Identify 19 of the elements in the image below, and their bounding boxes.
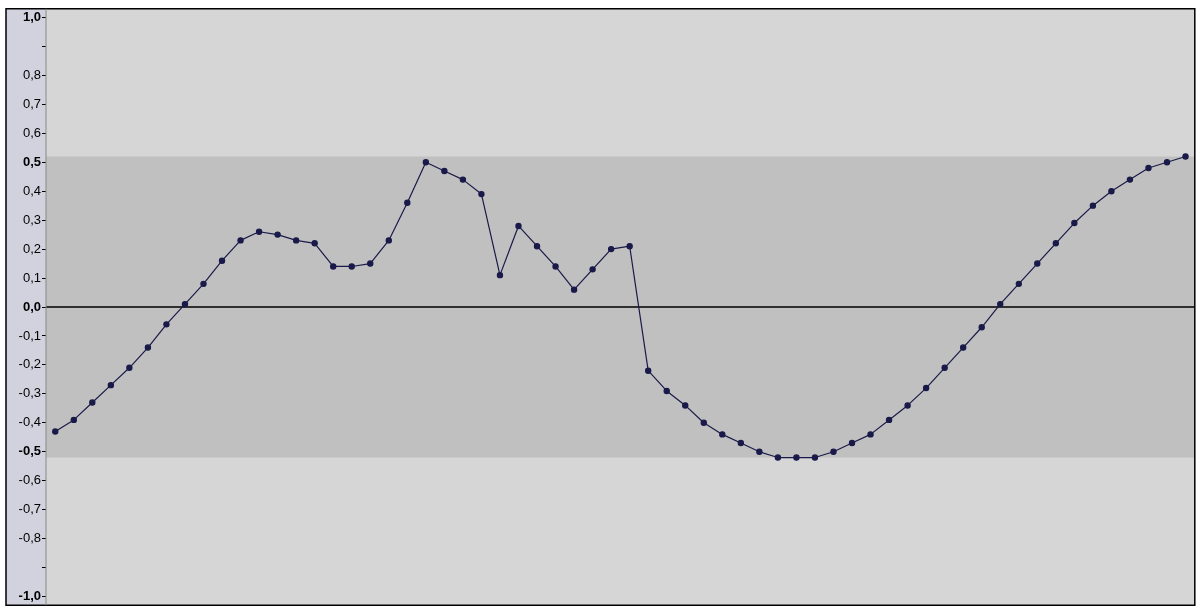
y-tick-label: -0,8: [18, 530, 41, 546]
y-tick-label: 0,3: [22, 211, 41, 227]
y-tick-label: 1,0: [22, 9, 41, 25]
y-tick-label: -0,2: [18, 356, 41, 372]
y-tick-label: 0,7: [22, 95, 41, 111]
y-tick-label: 0,2: [22, 240, 41, 256]
y-tick-label: -0,7: [18, 501, 41, 517]
y-tick-label: 0,5: [22, 153, 41, 169]
y-tick-label: -0,4: [18, 414, 41, 430]
y-tick-label: 0,0: [22, 298, 41, 314]
y-tick-label: -1,0: [18, 588, 41, 604]
y-tick-label: 0,4: [22, 182, 41, 198]
y-tick-label: 0,1: [22, 269, 41, 285]
y-tick-label: -0,5: [18, 443, 41, 459]
y-tick-label: 0,6: [22, 124, 41, 140]
y-tick-label: -0,6: [18, 472, 41, 488]
y-tick-label: -0,1: [18, 327, 41, 343]
y-tick-label: -0,3: [18, 385, 41, 401]
y-tick-label: 0,8: [22, 66, 41, 82]
